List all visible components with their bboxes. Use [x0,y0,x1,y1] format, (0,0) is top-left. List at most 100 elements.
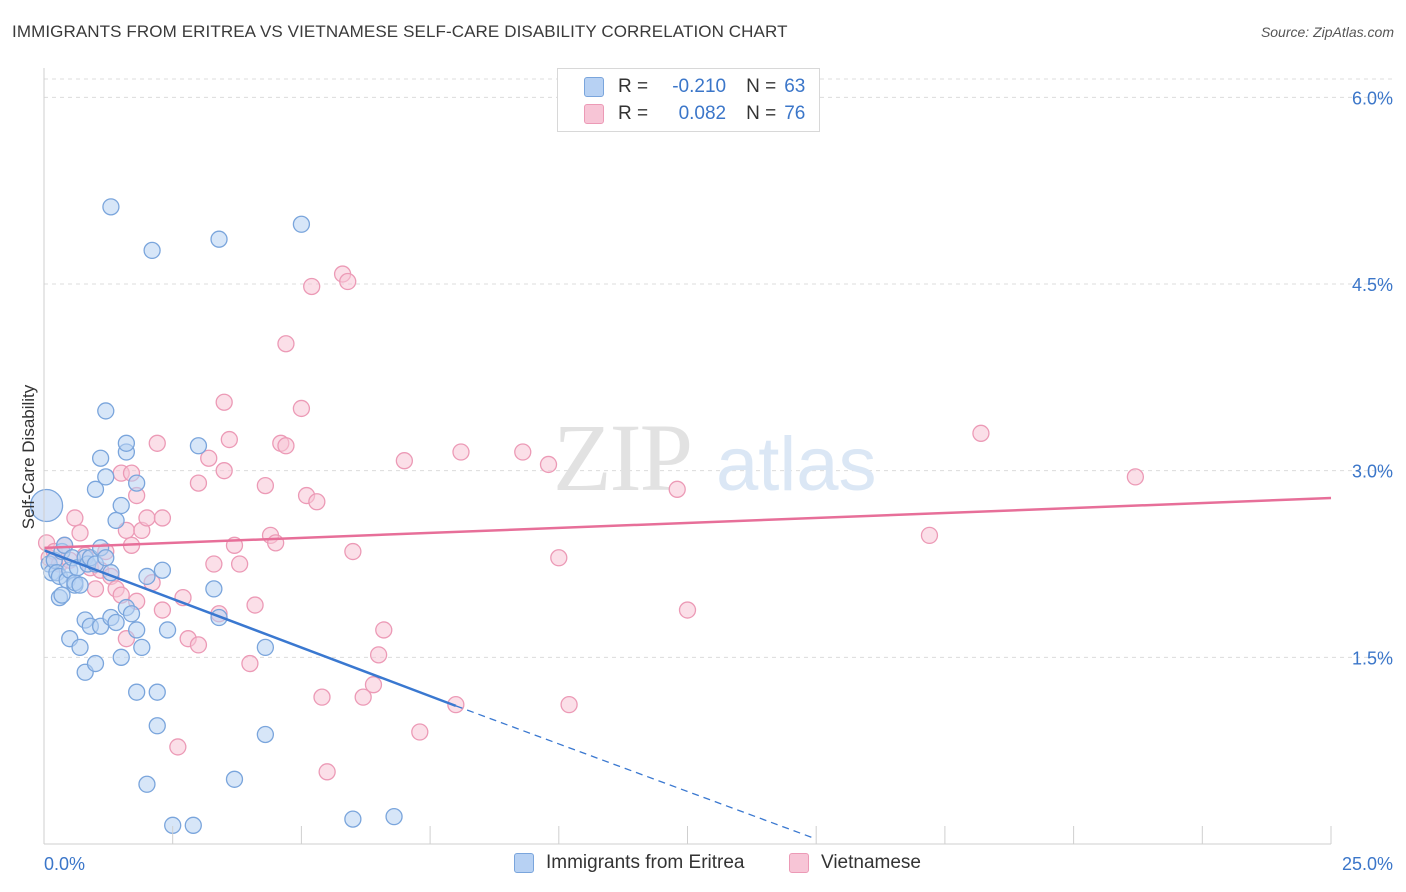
series-swatch-eritrea [514,853,534,873]
eritrea-point [71,638,89,657]
x-tick-label: 25.0% [1342,854,1393,874]
vietnamese-point [313,688,331,706]
eritrea-point [225,770,244,788]
eritrea-point [102,198,120,216]
vietnamese-point [550,549,568,567]
vietnamese-point [452,443,470,461]
vietnamese-point [369,646,388,664]
vietnamese-point [344,542,362,561]
vietnamese-point [205,555,223,573]
eritrea-point [148,683,166,701]
vietnamese-point [153,509,172,527]
eritrea-point [205,580,223,598]
vietnamese-point [339,272,357,291]
eritrea-point [53,586,71,604]
axes: 1.5% 3.0% 4.5% 6.0% 0.0% 25.0% Self-Care Disab… [19,68,1393,874]
legend-r-label: R = [618,103,649,124]
series-label-vietnamese: Vietnamese [821,852,921,873]
eritrea-point [128,621,146,639]
legend-r-value: 0.082 [678,103,727,124]
eritrea-point [184,816,202,834]
grid-lines [44,78,1392,658]
eritrea-point [86,654,105,673]
eritrea-point [256,725,275,744]
watermark-atlas: atlas [716,422,877,507]
series-legend-vietnamese: Vietnamese [789,852,921,874]
vietnamese-point [920,526,939,545]
series-legend: Immigrants from Eritrea Vietnamese [0,852,1406,878]
vietnamese-point [246,596,264,614]
series-swatch-vietnamese [789,853,809,873]
eritrea-point [256,638,275,657]
y-axis-title: Self-Care Disability [19,384,38,529]
series-label-eritrea: Immigrants from Eritrea [546,852,745,873]
vietnamese-trend-line [43,496,1332,550]
x-tick-label: 0.0% [44,854,85,874]
legend-r-value: -0.210 [672,76,727,97]
vietnamese-point [241,654,259,673]
y-tick-label: 4.5% [1352,275,1393,295]
watermark: ZIP atlas [553,404,877,511]
vietnamese-point [678,601,697,619]
legend-n-label: N = [746,103,777,124]
eritrea-point [128,474,146,492]
eritrea-trend-line [43,549,457,708]
eritrea-point [55,536,74,554]
vietnamese-point [148,434,166,452]
vietnamese-point [375,621,393,639]
vietnamese-point [354,688,372,706]
y-tick-label: 6.0% [1352,88,1393,108]
eritrea-point [148,717,166,735]
vietnamese-point [215,462,233,480]
eritrea-point [292,215,311,233]
legend-row-vietnamese: R = 0.082 N = 76 [584,101,805,127]
vietnamese-point [189,474,208,492]
source-credit: Source: ZipAtlas.com [1260,24,1394,40]
vietnamese-point [220,430,238,449]
eritrea-point [143,241,161,260]
y-tick-label: 1.5% [1352,648,1393,668]
eritrea-point [210,230,228,248]
vietnamese-point [560,695,578,714]
eritrea-point [86,480,105,498]
vietnamese-point [66,509,84,527]
eritrea-point [97,549,115,567]
vietnamese-point [318,763,336,781]
series-legend-eritrea: Immigrants from Eritrea [514,852,744,874]
vietnamese-point [153,601,172,619]
trend-lines [43,496,1332,840]
eritrea-point [107,511,125,530]
legend-swatch-eritrea [584,77,604,97]
watermark-zip: ZIP [553,404,691,511]
vietnamese-point [539,455,558,474]
eritrea-point [385,807,403,826]
eritrea-point [133,638,151,657]
vietnamese-point [189,636,208,654]
vietnamese-point [277,335,295,353]
vietnamese-point [303,277,321,296]
eritrea-point [128,683,146,701]
eritrea-point [117,434,136,452]
eritrea-point [112,648,130,666]
eritrea-point [344,810,362,828]
vietnamese-point [169,738,187,756]
eritrea-trend-extension [455,705,817,840]
vietnamese-point [86,580,105,598]
eritrea-point [112,496,130,515]
legend-row-eritrea: R = -0.210 N = 63 [584,74,805,100]
vietnamese-point [1126,468,1145,486]
vietnamese-point [395,452,414,470]
eritrea-point [97,468,115,486]
chart-title: IMMIGRANTS FROM ERITREA VS VIETNAMESE SE… [12,22,788,41]
legend-n-value: 63 [784,76,806,97]
vietnamese-point [71,524,89,542]
vietnamese-point [267,534,285,552]
eritrea-point [91,449,110,467]
vietnamese-point [668,480,686,498]
legend-swatch-vietnamese [584,104,604,124]
vietnamese-point [200,449,218,467]
legend-r-label: R = [618,76,649,97]
vietnamese-point [411,723,429,741]
vietnamese-point [514,443,532,461]
legend-n-value: 76 [784,103,806,124]
